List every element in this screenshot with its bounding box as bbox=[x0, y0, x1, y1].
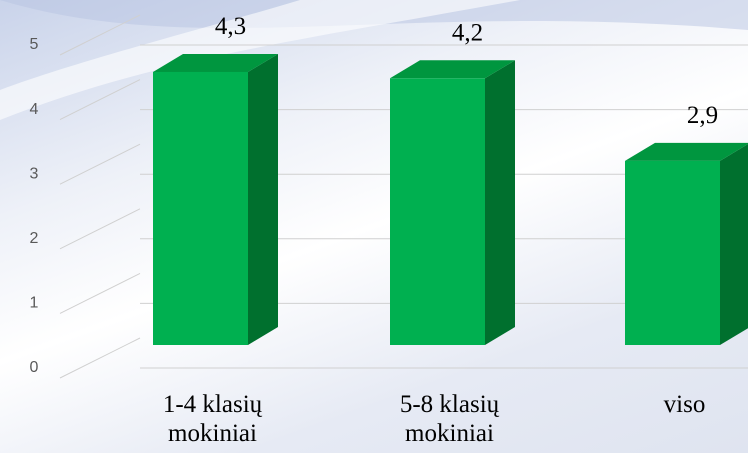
grid-line-depth bbox=[59, 143, 141, 185]
grid-line-depth bbox=[59, 79, 141, 121]
value-label: 4,2 bbox=[452, 19, 483, 46]
bar-top bbox=[153, 53, 278, 72]
y-tick-label: 0 bbox=[30, 359, 39, 376]
y-tick-label: 1 bbox=[30, 295, 39, 312]
grid-line-depth bbox=[59, 337, 141, 379]
y-tick-label: 5 bbox=[30, 36, 39, 53]
grid-line-depth bbox=[59, 14, 141, 56]
bar-side bbox=[720, 144, 748, 345]
y-tick-label: 3 bbox=[30, 165, 39, 182]
bar bbox=[153, 71, 248, 345]
x-tick-label: 5-8 klasių mokiniai bbox=[399, 391, 500, 447]
y-tick-label: 2 bbox=[30, 230, 39, 247]
value-label: 2,9 bbox=[687, 102, 718, 129]
background-swoosh bbox=[0, 0, 520, 120]
bar-side bbox=[485, 60, 515, 346]
grid-line-depth bbox=[59, 272, 141, 314]
grid-line-depth bbox=[59, 208, 141, 250]
x-tick-label: viso bbox=[663, 391, 706, 418]
bar-top bbox=[390, 60, 515, 79]
y-tick-label: 4 bbox=[30, 101, 39, 118]
bar bbox=[390, 78, 485, 346]
value-label: 4,3 bbox=[215, 13, 246, 40]
bar-side bbox=[248, 53, 278, 345]
x-tick-label: 1-4 klasių mokiniai bbox=[162, 391, 263, 447]
bar bbox=[625, 160, 720, 345]
bar-top bbox=[625, 142, 748, 161]
